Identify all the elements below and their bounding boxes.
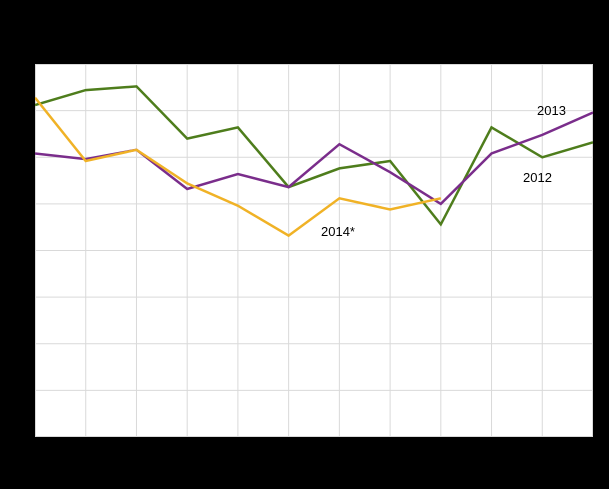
plot-area: 2013 2012 2014* bbox=[35, 64, 593, 437]
series-label-2014: 2014* bbox=[321, 224, 355, 239]
series-label-2012: 2012 bbox=[523, 170, 552, 185]
line-chart bbox=[35, 64, 593, 437]
series-label-2013: 2013 bbox=[537, 103, 566, 118]
